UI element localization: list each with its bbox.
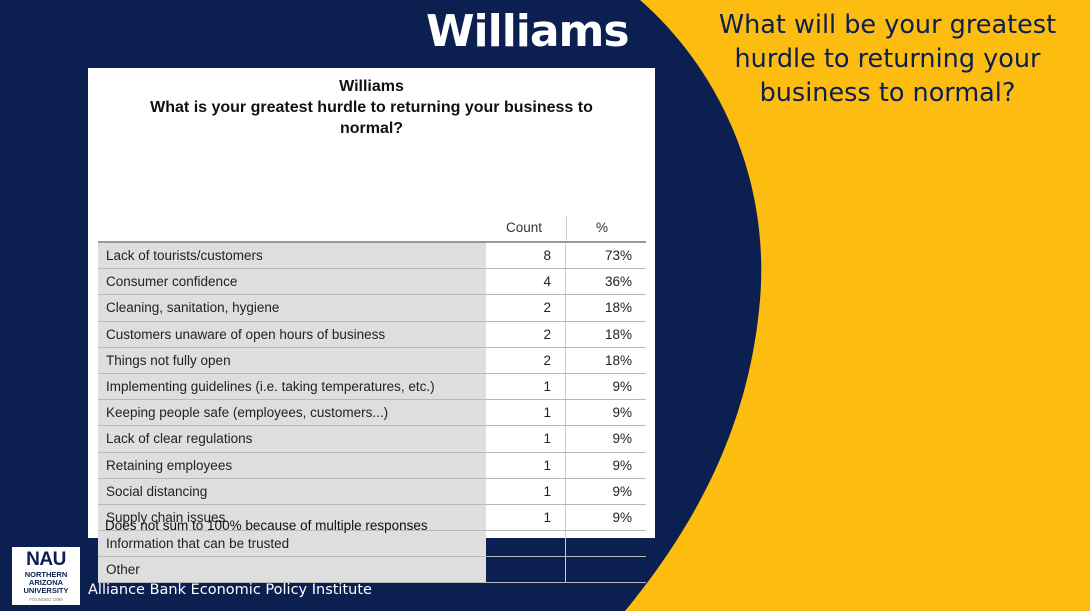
row-count: 2 (486, 321, 566, 347)
table-row: Things not fully open 2 18% (98, 347, 646, 374)
slide-question: What will be your greatest hurdle to ret… (718, 10, 1057, 108)
header-rule (98, 241, 646, 243)
table-title-line3: normal? (339, 120, 404, 137)
row-count: 2 (486, 347, 566, 373)
row-count: 1 (486, 504, 566, 531)
table-row: Consumer confidence 4 36% (98, 269, 646, 296)
row-count: 1 (486, 373, 566, 400)
row-label: Cleaning, sanitation, hygiene (98, 295, 486, 321)
row-label: Customers unaware of open hours of busin… (98, 321, 486, 347)
table-title-line2: What is your greatest hurdle to returnin… (150, 99, 593, 116)
row-count: 1 (486, 452, 566, 478)
row-label: Consumer confidence (98, 269, 486, 295)
row-label: Things not fully open (98, 347, 486, 373)
table-row: Supply chain issues 1 9% (98, 504, 646, 532)
row-percent: 9% (612, 483, 632, 499)
row-label: Social distancing (98, 478, 486, 504)
row-label: Information that can be trusted (98, 531, 486, 557)
row-label: Other (98, 557, 486, 583)
row-percent: 18% (604, 352, 632, 368)
logo-line-3: UNIVERSITY (23, 586, 69, 596)
row-count: 1 (486, 478, 566, 504)
row-count (486, 557, 566, 583)
row-percent: 9% (612, 431, 632, 447)
table-row: Implementing guidelines (i.e. taking tem… (98, 373, 646, 401)
row-count: 4 (486, 269, 566, 295)
row-percent: 18% (604, 300, 632, 316)
row-percent: 36% (604, 274, 632, 290)
table-row: Lack of clear regulations 1 9% (98, 426, 646, 453)
table-row: Customers unaware of open hours of busin… (98, 321, 646, 348)
row-count: 1 (486, 426, 566, 452)
column-header-count: Count (505, 220, 543, 235)
table-row: Retaining employees 1 9% (98, 452, 646, 479)
table-row: Information that can be trusted (98, 531, 646, 558)
row-label: Lack of tourists/customers (98, 243, 486, 269)
table-row: Lack of tourists/customers 8 73% (98, 243, 646, 270)
table-footnote: Does not sum to 100% because of multiple… (105, 518, 428, 533)
row-label: Lack of clear regulations (98, 426, 486, 452)
table-row: Keeping people safe (employees, customer… (98, 400, 646, 427)
row-label: Keeping people safe (employees, customer… (98, 400, 486, 426)
row-percent: 9% (612, 457, 632, 473)
header-divider (566, 216, 567, 240)
logo-line-1: NORTHERN (24, 570, 68, 579)
table-row: Cleaning, sanitation, hygiene 2 18% (98, 295, 646, 322)
table-row: Other (98, 557, 646, 584)
row-percent (566, 557, 646, 582)
logo-subtitle: NORTHERN ARIZONA UNIVERSITY (12, 570, 80, 596)
row-count (486, 531, 566, 557)
table-title: Williams What is your greatest hurdle to… (88, 76, 655, 139)
table-title-line1: Williams (339, 78, 404, 95)
column-header-percent: % (595, 220, 608, 235)
table-row: Social distancing 1 9% (98, 478, 646, 505)
row-count: 8 (486, 243, 566, 269)
row-count: 1 (486, 400, 566, 426)
row-percent: 9% (612, 509, 632, 525)
logo-wordmark: NAU (26, 549, 66, 570)
row-label: Retaining employees (98, 452, 486, 478)
row-percent: 9% (612, 378, 632, 394)
logo-line-2: ARIZONA (28, 578, 64, 588)
results-table: Williams What is your greatest hurdle to… (88, 68, 655, 584)
institute-name: Alliance Bank Economic Policy Institute (88, 582, 372, 598)
table-body: Lack of tourists/customers 8 73% Consumer … (98, 243, 646, 584)
row-percent: 18% (604, 326, 632, 342)
row-label: Supply chain issues (98, 504, 486, 531)
slide-title: Williams (426, 6, 630, 57)
row-count: 2 (486, 295, 566, 321)
logo-founded: FOUNDED 1899 (29, 597, 63, 602)
nau-logo: NAU NORTHERN ARIZONA UNIVERSITY FOUNDED … (12, 547, 80, 605)
row-label: Implementing guidelines (i.e. taking tem… (98, 373, 486, 400)
row-percent (566, 531, 646, 556)
row-percent: 9% (612, 405, 632, 421)
row-percent: 73% (604, 248, 632, 263)
